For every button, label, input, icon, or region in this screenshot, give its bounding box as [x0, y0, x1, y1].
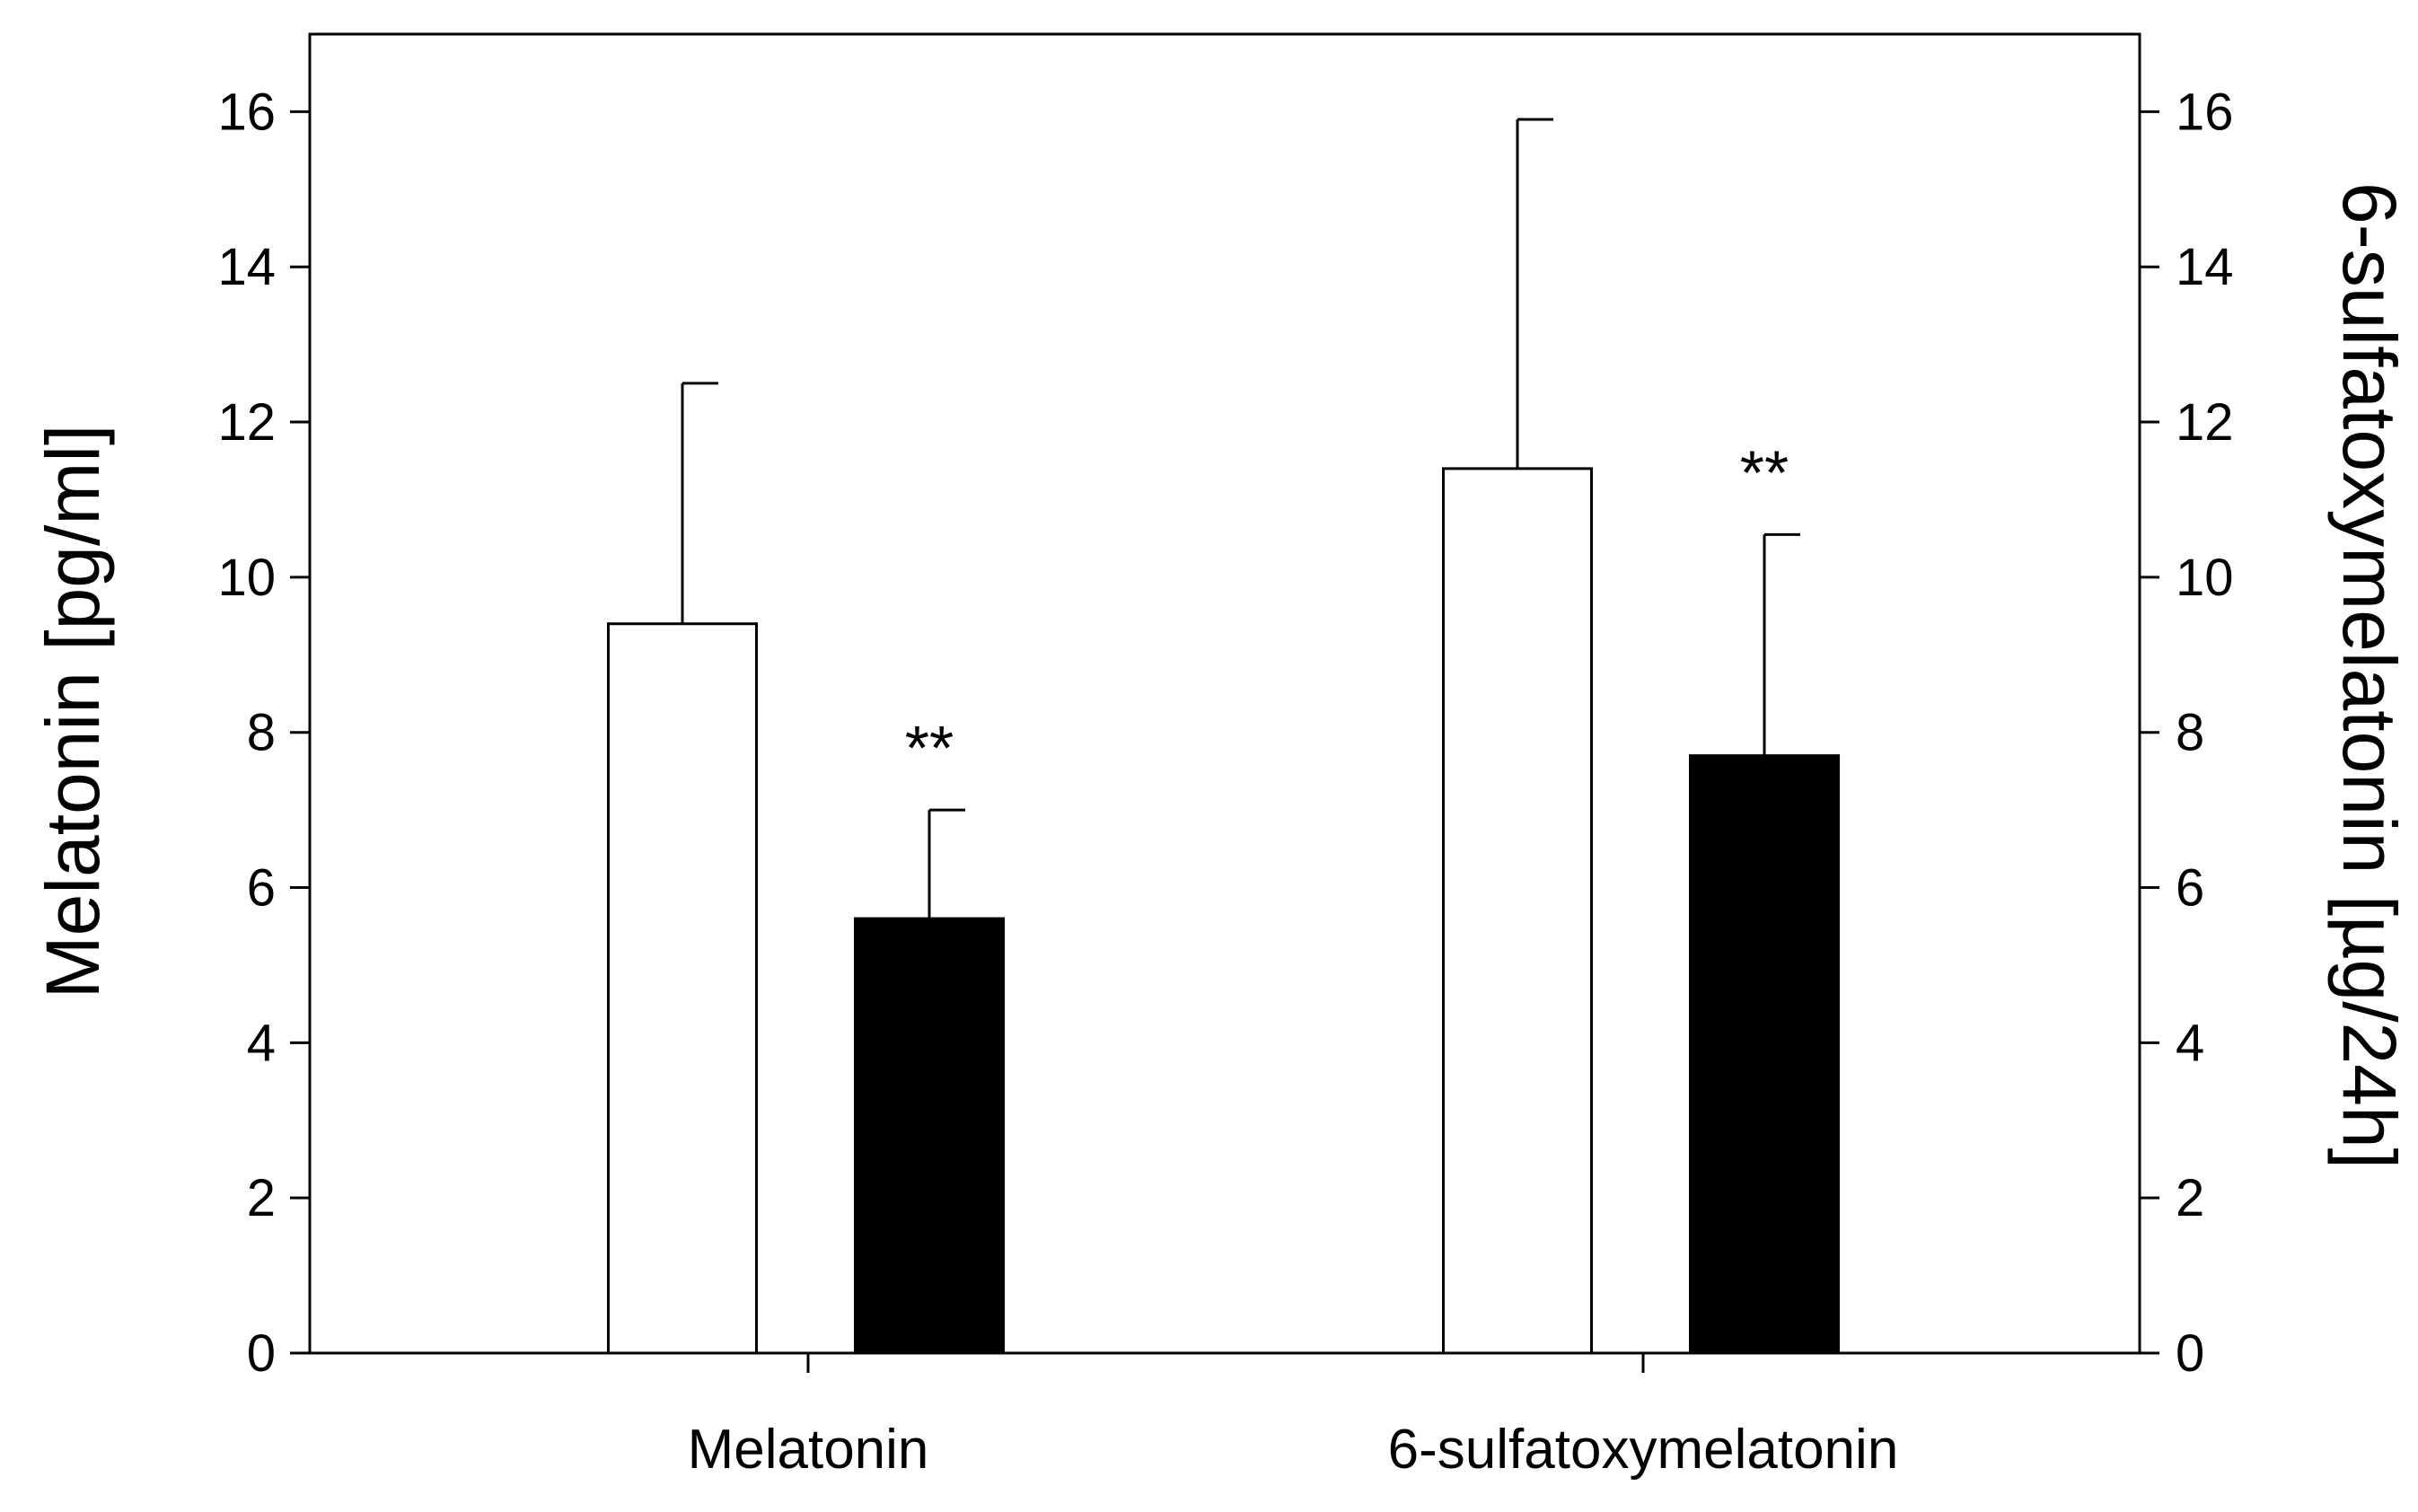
x-category-label: 6-sulfatoxymelatonin [1388, 1419, 1899, 1481]
right-y-tick-label: 16 [2176, 83, 2234, 141]
left-y-tick-label: 14 [217, 238, 276, 296]
left-y-axis-ticks: 0 2 4 6 8 10 12 14 16 [217, 83, 310, 1383]
significance-label: ** [1740, 437, 1789, 507]
right-y-axis-ticks: 0 2 4 6 8 10 12 14 16 [2140, 83, 2234, 1383]
left-y-tick-label: 6 [247, 859, 276, 918]
left-y-axis-title: Melatonin [pg/ml] [31, 425, 115, 999]
left-y-tick-label: 16 [217, 83, 276, 141]
left-y-tick-label: 10 [217, 549, 276, 607]
left-y-tick-label: 8 [247, 704, 276, 762]
right-y-axis-title: 6-sulfatoxymelatonin [µg/24h] [2327, 182, 2412, 1169]
axes [308, 32, 2141, 1355]
right-y-tick-label: 14 [2176, 238, 2234, 296]
bar [1689, 754, 1840, 1355]
x-category-label: Melatonin [688, 1419, 929, 1481]
significance-label: ** [905, 713, 954, 783]
right-y-tick-label: 8 [2176, 704, 2204, 762]
plot-frame [308, 32, 2141, 1355]
bar [854, 917, 1005, 1355]
left-y-tick-label: 4 [247, 1014, 276, 1072]
right-y-tick-label: 12 [2176, 393, 2234, 452]
left-y-tick-label: 2 [247, 1169, 276, 1227]
left-y-tick-label: 0 [247, 1324, 276, 1383]
right-y-tick-label: 2 [2176, 1169, 2204, 1227]
bar [1442, 467, 1593, 1355]
x-axis-ticks [806, 1353, 1645, 1373]
bars [607, 118, 1840, 1355]
right-y-tick-label: 4 [2176, 1014, 2204, 1072]
labels: Melatonin ** 6-sulfatoxymelatonin ** [688, 437, 1899, 1481]
right-y-tick-label: 10 [2176, 549, 2234, 607]
right-y-tick-label: 6 [2176, 859, 2204, 918]
right-y-tick-label: 0 [2176, 1324, 2204, 1383]
bar [607, 622, 758, 1355]
left-y-tick-label: 12 [217, 393, 276, 452]
